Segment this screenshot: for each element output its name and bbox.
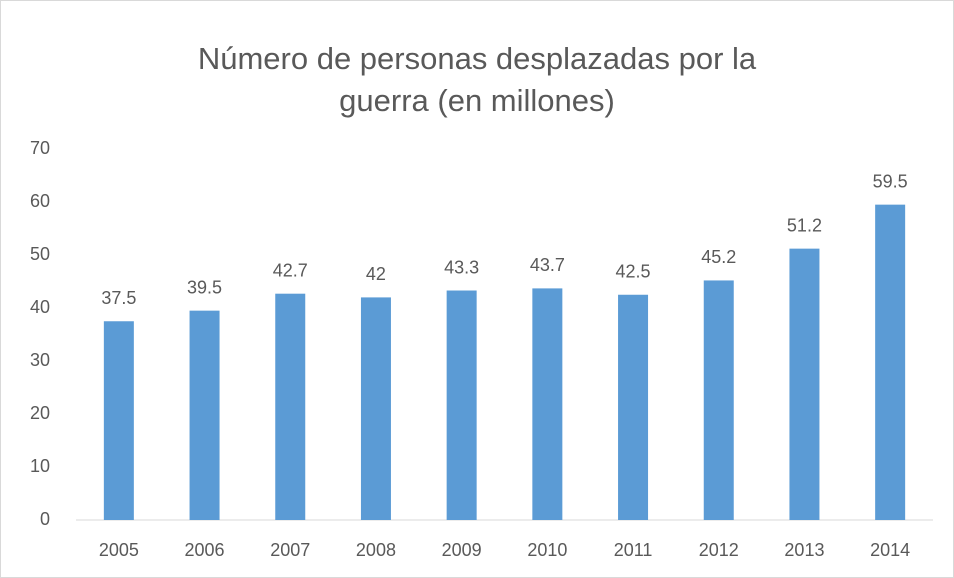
data-label: 45.2 [701,247,736,267]
bar [618,294,649,520]
bar [275,293,306,520]
y-tick-label: 30 [30,350,50,370]
y-tick-label: 50 [30,244,50,264]
data-label: 51.2 [787,215,822,235]
data-label: 43.7 [530,255,565,275]
x-tick-label: 2009 [442,540,482,560]
data-label: 59.5 [873,171,908,191]
x-tick-label: 2010 [527,540,567,560]
x-tick-label: 2008 [356,540,396,560]
y-tick-label: 0 [40,509,50,529]
bar [360,297,391,520]
x-tick-label: 2013 [784,540,824,560]
data-label: 42.7 [273,260,308,280]
data-label: 43.3 [444,257,479,277]
x-tick-label: 2006 [185,540,225,560]
bar [875,204,906,520]
y-tick-label: 60 [30,191,50,211]
y-tick-label: 70 [30,138,50,158]
bar [189,310,220,520]
bar [446,290,477,520]
bar [532,288,563,520]
y-tick-label: 20 [30,403,50,423]
data-label: 39.5 [187,277,222,297]
x-tick-label: 2012 [699,540,739,560]
bar [103,321,134,520]
data-label: 37.5 [101,288,136,308]
bar [789,248,820,520]
x-tick-label: 2007 [270,540,310,560]
x-tick-label: 2005 [99,540,139,560]
chart-title: Número de personas desplazadas por la gu… [197,41,757,118]
data-label: 42.5 [616,262,651,282]
bar [703,280,734,520]
x-tick-label: 2011 [614,540,653,560]
y-tick-label: 40 [30,297,50,317]
y-tick-label: 10 [30,456,50,476]
data-label: 42 [366,264,386,284]
x-tick-label: 2014 [870,540,910,560]
